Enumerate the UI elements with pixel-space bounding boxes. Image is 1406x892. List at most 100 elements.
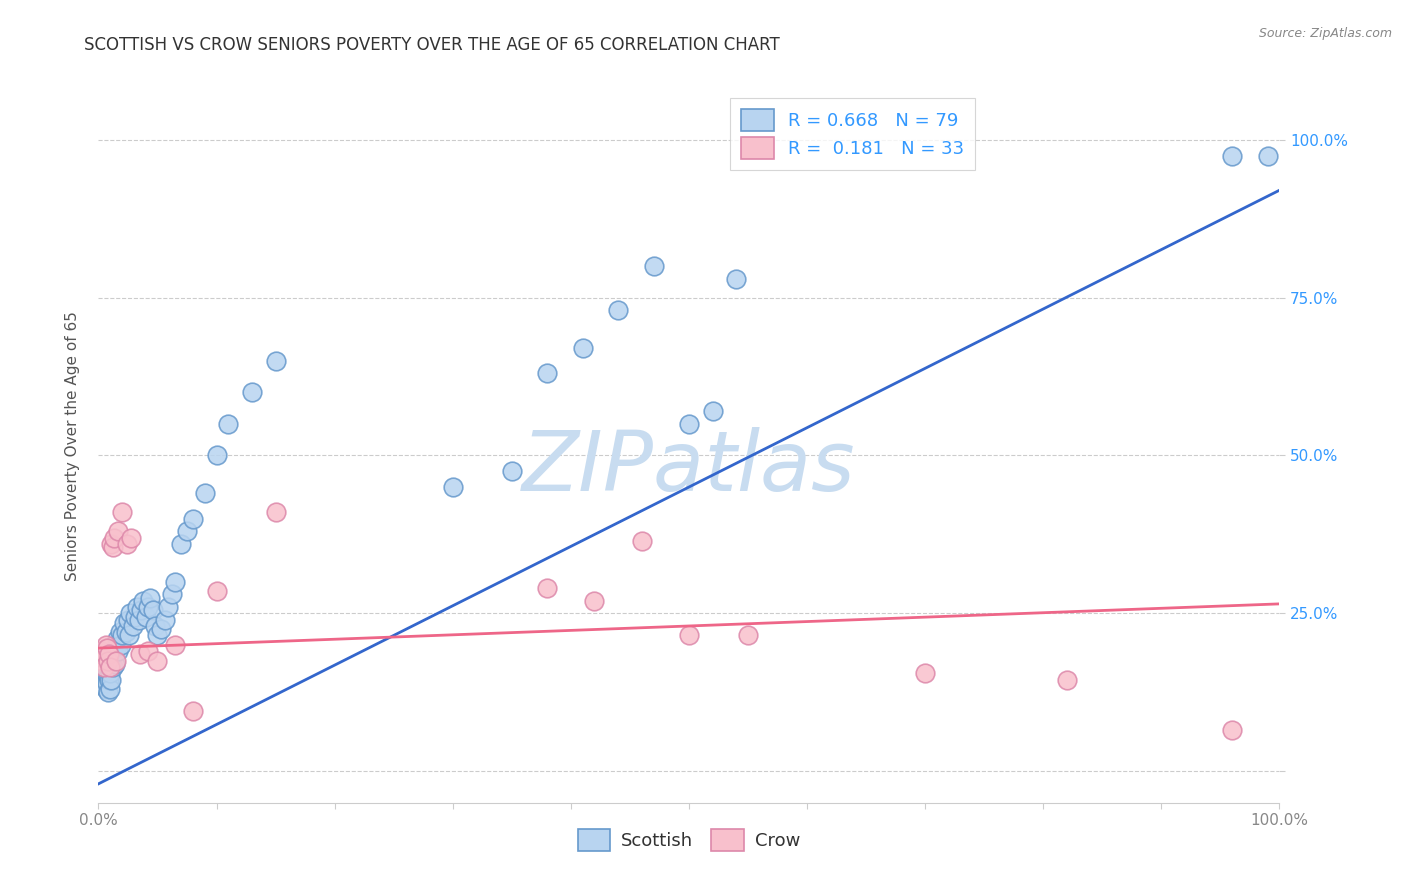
Point <box>205 584 228 599</box>
Point <box>136 600 159 615</box>
Point <box>121 531 143 545</box>
Point <box>157 600 180 615</box>
Point <box>165 574 187 589</box>
Point <box>129 603 152 617</box>
Point <box>914 666 936 681</box>
Point <box>91 657 114 671</box>
Point <box>110 638 132 652</box>
Point <box>97 657 120 671</box>
Point <box>90 648 112 662</box>
Point <box>93 654 115 668</box>
Point <box>90 657 112 671</box>
Point <box>132 593 155 607</box>
Point <box>89 644 111 658</box>
Point <box>536 581 558 595</box>
Legend: Scottish, Crow: Scottish, Crow <box>571 822 807 858</box>
Point <box>94 666 117 681</box>
Point <box>96 663 118 677</box>
Point <box>120 607 142 621</box>
Point <box>124 609 146 624</box>
Point <box>678 628 700 642</box>
Point <box>105 641 128 656</box>
Point <box>135 609 157 624</box>
Point <box>94 638 117 652</box>
Point <box>107 524 129 539</box>
Point <box>107 644 129 658</box>
Point <box>91 654 114 668</box>
Point <box>146 628 169 642</box>
Point <box>160 587 183 601</box>
Point <box>536 367 558 381</box>
Point <box>1220 723 1243 738</box>
Point <box>98 660 121 674</box>
Point <box>118 628 141 642</box>
Point <box>101 660 124 674</box>
Point <box>643 259 665 273</box>
Point <box>240 385 263 400</box>
Point <box>702 404 724 418</box>
Point <box>91 675 114 690</box>
Point <box>97 669 120 683</box>
Point <box>93 660 115 674</box>
Point <box>1257 148 1279 162</box>
Point <box>181 704 204 718</box>
Point <box>98 660 121 674</box>
Point <box>103 531 125 545</box>
Point <box>90 648 112 662</box>
Point <box>105 632 128 646</box>
Point <box>571 341 593 355</box>
Point <box>143 619 166 633</box>
Point <box>170 537 193 551</box>
Point <box>112 615 135 630</box>
Point <box>111 628 134 642</box>
Point <box>97 654 120 668</box>
Point <box>111 505 134 519</box>
Point <box>142 603 165 617</box>
Point <box>100 657 122 671</box>
Point <box>121 619 143 633</box>
Point <box>90 663 112 677</box>
Point <box>93 679 115 693</box>
Point <box>100 673 122 687</box>
Point <box>101 540 124 554</box>
Point <box>630 533 652 548</box>
Point <box>501 464 523 478</box>
Point <box>93 669 115 683</box>
Point <box>96 675 118 690</box>
Point <box>165 638 187 652</box>
Point <box>94 657 117 671</box>
Point <box>128 648 150 662</box>
Point <box>264 353 287 368</box>
Point <box>1220 148 1243 162</box>
Point <box>105 654 128 668</box>
Point <box>91 663 114 677</box>
Point <box>104 657 127 671</box>
Point <box>108 625 131 640</box>
Point <box>441 480 464 494</box>
Point <box>89 644 111 658</box>
Point <box>725 271 748 285</box>
Point <box>194 486 217 500</box>
Point <box>139 591 162 605</box>
Point <box>98 673 121 687</box>
Text: ZIPatlas: ZIPatlas <box>522 427 856 508</box>
Point <box>91 650 114 665</box>
Point <box>97 685 120 699</box>
Point <box>583 593 606 607</box>
Point <box>114 625 136 640</box>
Point <box>98 666 121 681</box>
Point <box>96 641 118 656</box>
Point <box>98 682 121 697</box>
Point <box>1056 673 1078 687</box>
Point <box>115 537 138 551</box>
Point <box>217 417 239 431</box>
Point <box>264 505 287 519</box>
Point <box>94 682 117 697</box>
Point <box>181 511 204 525</box>
Point <box>91 644 114 658</box>
Point <box>100 537 122 551</box>
Y-axis label: Seniors Poverty Over the Age of 65: Seniors Poverty Over the Age of 65 <box>65 311 80 581</box>
Point <box>89 654 111 668</box>
Point <box>127 600 149 615</box>
Point <box>153 613 176 627</box>
